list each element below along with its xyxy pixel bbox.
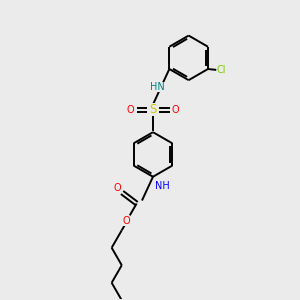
Text: HN: HN (150, 82, 165, 92)
Text: O: O (172, 105, 179, 115)
Text: Cl: Cl (217, 65, 226, 76)
Text: S: S (149, 103, 157, 116)
Text: O: O (127, 105, 134, 115)
Text: O: O (122, 216, 130, 226)
Text: NH: NH (155, 181, 170, 191)
Text: O: O (113, 183, 121, 193)
